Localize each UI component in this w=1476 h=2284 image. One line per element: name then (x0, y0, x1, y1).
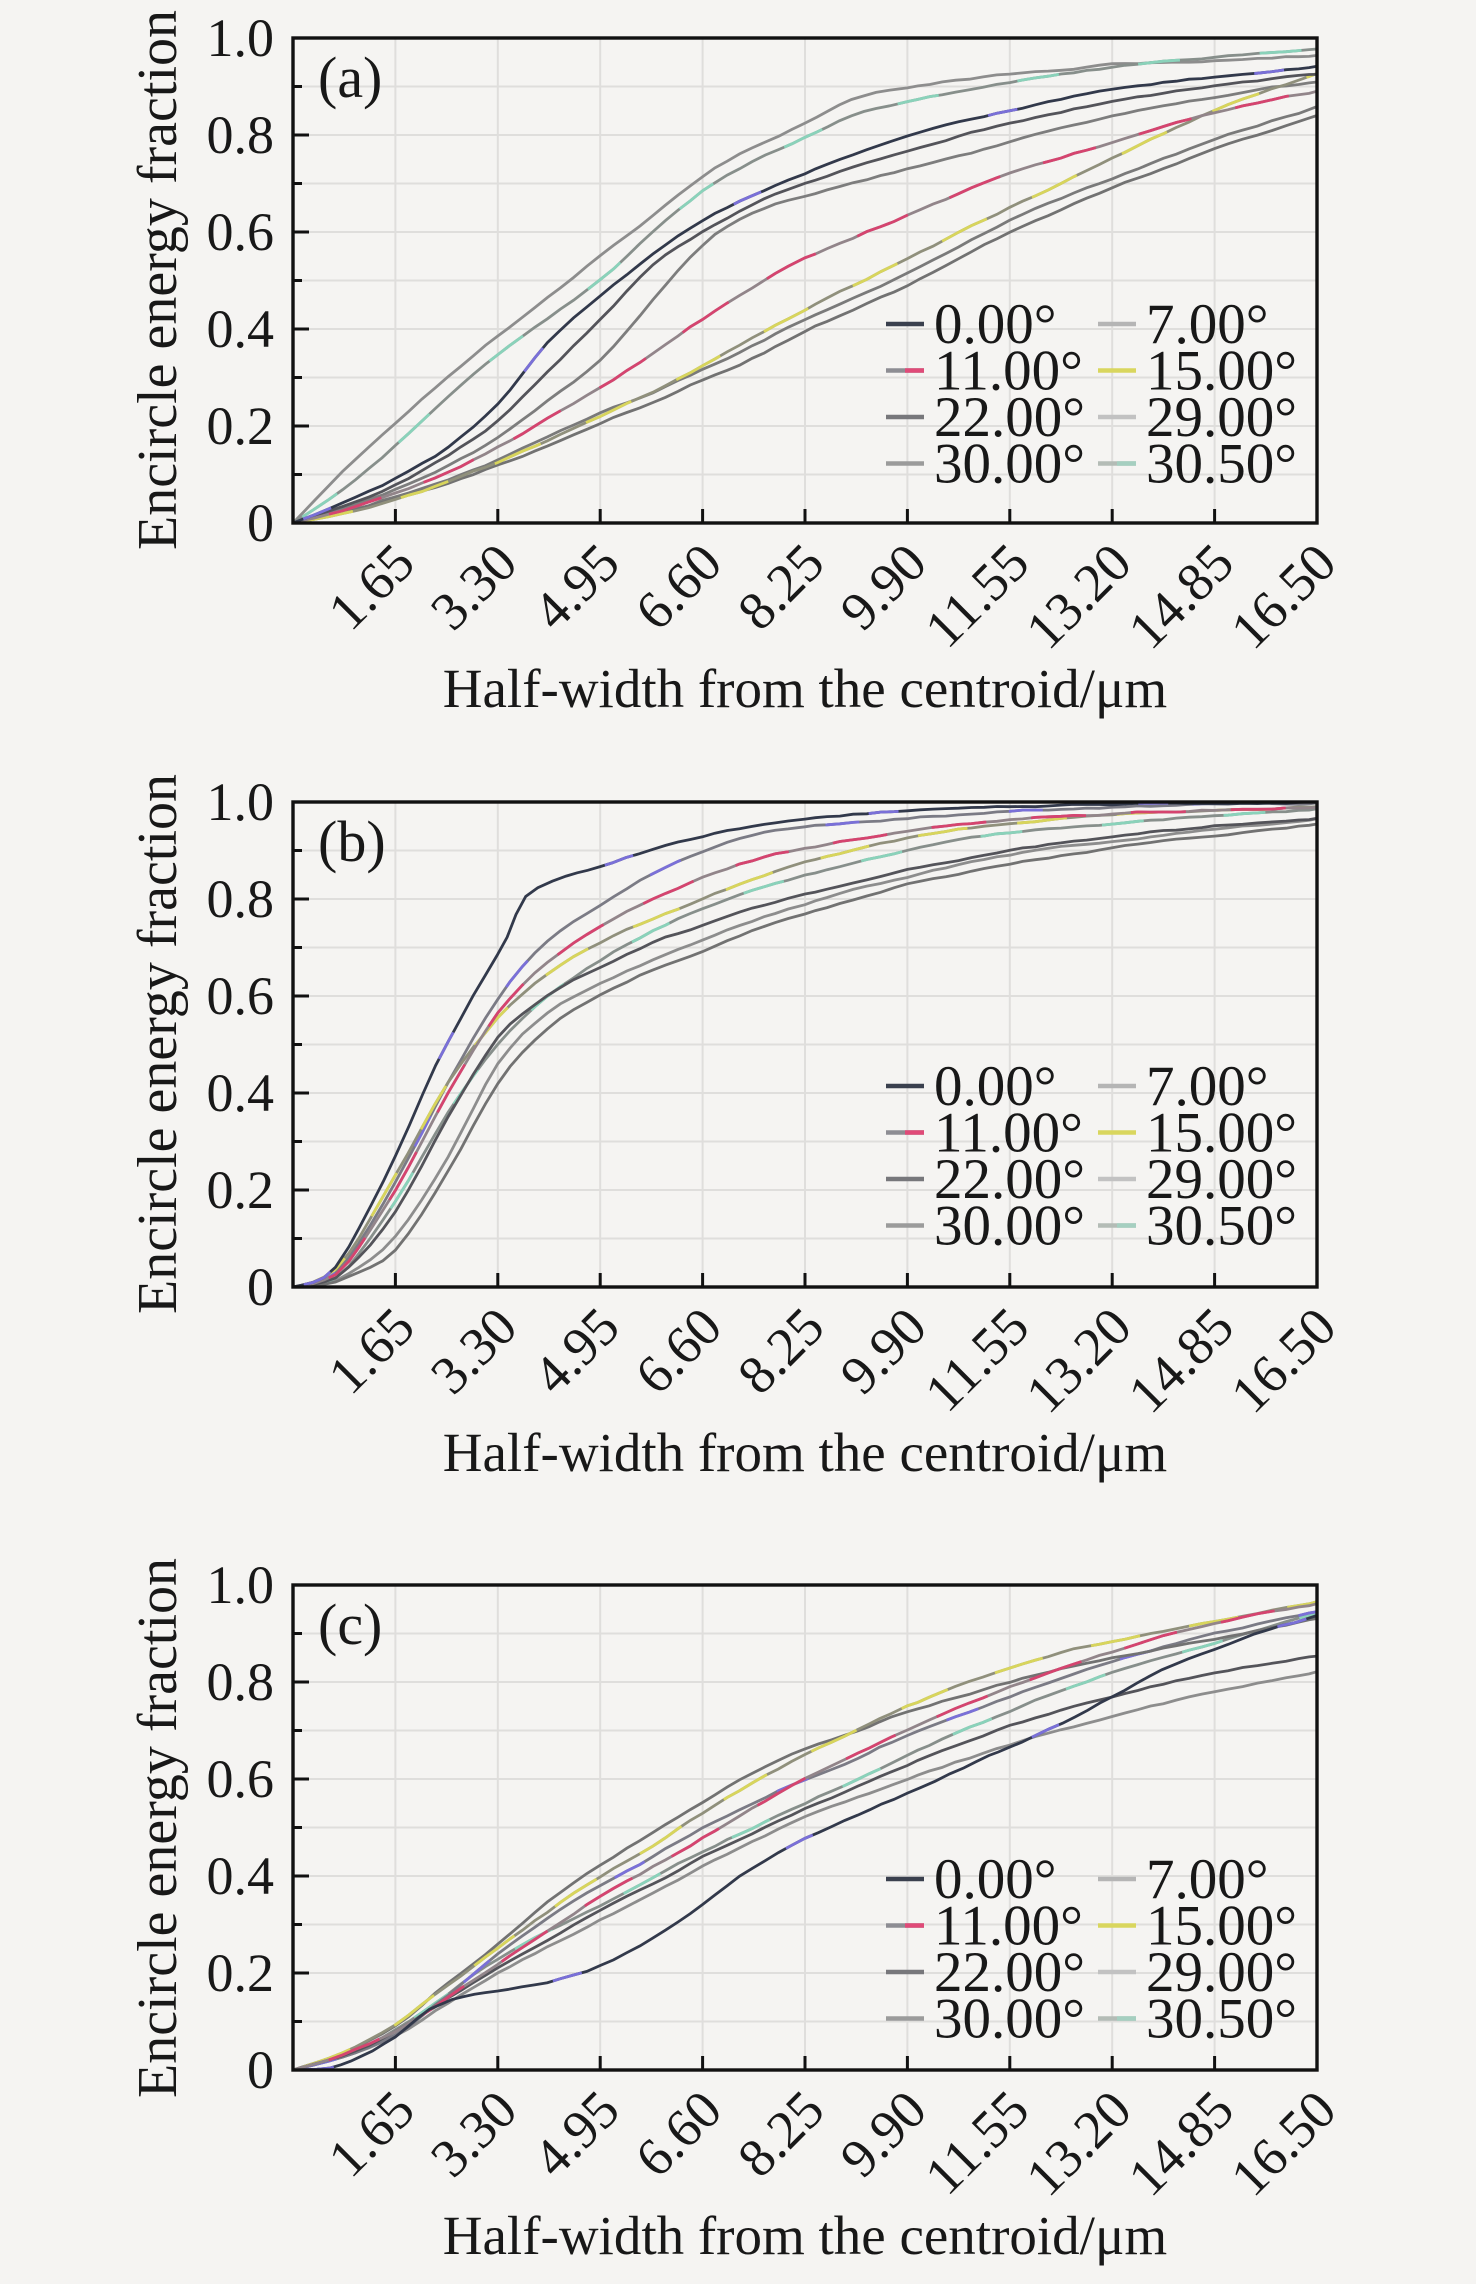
svg-text:0: 0 (247, 2040, 274, 2100)
svg-text:0.6: 0.6 (207, 202, 275, 262)
svg-text:0.00°: 0.00° (934, 1848, 1057, 1911)
svg-text:0.4: 0.4 (207, 1846, 275, 1906)
svg-text:Half-width from the centroid/μ: Half-width from the centroid/μm (443, 658, 1167, 719)
svg-text:(b): (b) (318, 809, 386, 874)
svg-text:0.2: 0.2 (207, 1160, 275, 1220)
svg-text:1.0: 1.0 (207, 772, 275, 832)
svg-text:22.00°: 22.00° (934, 1148, 1085, 1211)
svg-text:Encircle energy fraction: Encircle energy fraction (127, 774, 189, 1314)
svg-text:Encircle energy fraction: Encircle energy fraction (127, 1558, 189, 2098)
svg-text:(c): (c) (318, 1592, 382, 1657)
svg-text:29.00°: 29.00° (1146, 1148, 1297, 1211)
svg-text:0.00°: 0.00° (934, 1055, 1057, 1118)
svg-text:7.00°: 7.00° (1146, 1055, 1269, 1118)
svg-text:1.0: 1.0 (207, 8, 275, 68)
svg-text:30.50°: 30.50° (1146, 433, 1297, 496)
svg-text:Half-width from the centroid/μ: Half-width from the centroid/μm (443, 1422, 1167, 1483)
svg-text:11.00°: 11.00° (934, 1102, 1083, 1165)
svg-text:15.00°: 15.00° (1146, 1102, 1297, 1165)
svg-text:0.8: 0.8 (207, 869, 275, 929)
svg-text:30.50°: 30.50° (1146, 1195, 1297, 1258)
svg-text:29.00°: 29.00° (1146, 1941, 1297, 2004)
svg-text:30.00°: 30.00° (934, 1988, 1085, 2051)
svg-text:0: 0 (247, 1257, 274, 1317)
svg-text:Half-width from the centroid/μ: Half-width from the centroid/μm (443, 2205, 1167, 2266)
svg-text:0.2: 0.2 (207, 396, 275, 456)
svg-text:0.00°: 0.00° (934, 293, 1057, 356)
svg-text:0.2: 0.2 (207, 1943, 275, 2003)
svg-text:1.0: 1.0 (207, 1555, 275, 1615)
svg-text:0: 0 (247, 493, 274, 553)
svg-text:0.6: 0.6 (207, 966, 275, 1026)
svg-text:15.00°: 15.00° (1146, 340, 1297, 403)
svg-text:7.00°: 7.00° (1146, 1848, 1269, 1911)
svg-text:7.00°: 7.00° (1146, 293, 1269, 356)
svg-text:11.00°: 11.00° (934, 1895, 1083, 1958)
svg-text:22.00°: 22.00° (934, 386, 1085, 449)
svg-text:29.00°: 29.00° (1146, 386, 1297, 449)
svg-text:30.50°: 30.50° (1146, 1988, 1297, 2051)
svg-text:30.00°: 30.00° (934, 1195, 1085, 1258)
svg-text:(a): (a) (318, 45, 382, 110)
svg-text:0.8: 0.8 (207, 105, 275, 165)
svg-text:0.8: 0.8 (207, 1652, 275, 1712)
svg-text:11.00°: 11.00° (934, 340, 1083, 403)
svg-text:15.00°: 15.00° (1146, 1895, 1297, 1958)
svg-text:Encircle energy fraction: Encircle energy fraction (127, 10, 189, 550)
svg-text:30.00°: 30.00° (934, 433, 1085, 496)
svg-text:22.00°: 22.00° (934, 1941, 1085, 2004)
svg-text:0.6: 0.6 (207, 1749, 275, 1809)
svg-text:0.4: 0.4 (207, 1063, 275, 1123)
svg-text:0.4: 0.4 (207, 299, 275, 359)
